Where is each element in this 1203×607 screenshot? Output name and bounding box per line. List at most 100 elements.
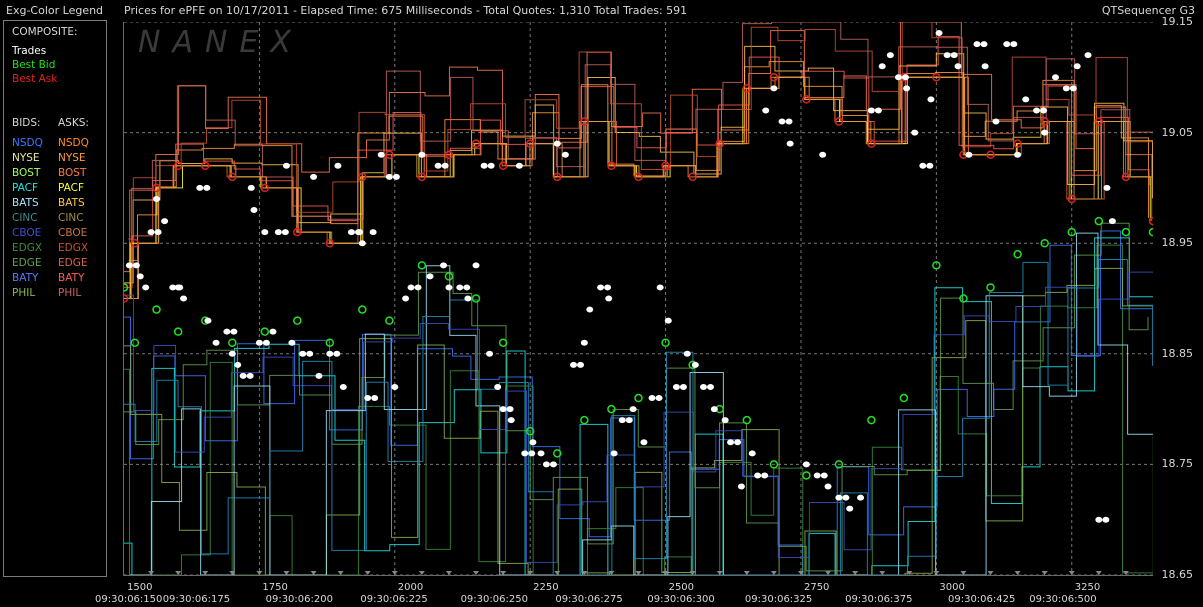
trade-point (954, 63, 962, 70)
best-bid-marker (228, 338, 237, 347)
best-ask-marker (325, 238, 335, 248)
x-minor-tick (797, 571, 804, 575)
trade-point (247, 184, 255, 191)
best-bid-marker (899, 393, 909, 403)
asks-label: ASKS: (58, 117, 89, 129)
best-ask-marker (1040, 117, 1049, 126)
x-minor-tick (1041, 571, 1048, 575)
trade-point (204, 317, 212, 324)
y-tick-label: 19.05 (1161, 125, 1194, 139)
best-ask-marker (580, 117, 589, 126)
legend-ask-bats: BATS (58, 197, 85, 209)
trade-point (282, 162, 290, 169)
bid-quote-line-7 (124, 259, 1153, 575)
best-ask-marker (293, 227, 302, 237)
trade-point (754, 472, 762, 479)
trade-point (333, 350, 341, 357)
trade-point (358, 240, 366, 247)
trade-point (269, 328, 277, 335)
best-ask-marker (1148, 216, 1153, 226)
legend-ask-bost: BOST (58, 167, 87, 179)
x-tick-label: 2750 (803, 582, 830, 593)
best-ask-marker (498, 161, 508, 171)
chart-title: Prices for ePFE on 10/17/2011 - Elapsed … (124, 4, 688, 17)
trade-point (347, 229, 355, 236)
x-minor-tick (1068, 571, 1075, 575)
trade-point (402, 295, 410, 302)
trade-point (234, 361, 242, 368)
trade-point (935, 30, 943, 37)
trade-point (414, 284, 422, 291)
trade-point (136, 273, 144, 280)
trade-point (385, 173, 393, 180)
x-minor-tick (689, 571, 696, 575)
best-ask-marker (173, 161, 183, 171)
trade-point (570, 361, 578, 368)
x-minor-tick (987, 571, 994, 575)
trade-point (542, 461, 550, 468)
best-ask-marker (260, 183, 270, 193)
trade-point (223, 328, 231, 335)
best-ask-marker (688, 172, 697, 182)
trade-point (142, 284, 150, 291)
exchange-color-legend: COMPOSITE: Trades Best Bid Best Ask BIDS… (3, 20, 107, 577)
trade-point (778, 118, 786, 125)
trade-point (610, 450, 618, 457)
trade-point (874, 107, 882, 114)
best-ask-marker (769, 73, 779, 82)
ask-quote-line-1 (128, 61, 1149, 261)
trade-point (441, 162, 449, 169)
best-bid-marker (260, 327, 270, 336)
legend-bid-phil: PHIL (12, 287, 36, 299)
trade-point (407, 284, 415, 291)
best-ask-marker (986, 150, 995, 159)
trade-point (577, 361, 585, 368)
x-minor-tick (608, 571, 615, 575)
trade-point (926, 162, 934, 169)
trade-point (1003, 41, 1011, 48)
trade-point (480, 162, 488, 169)
trade-point (529, 439, 537, 446)
trade-point (664, 317, 672, 324)
x-minor-tick (879, 571, 886, 575)
trade-point (528, 450, 536, 457)
time-tick-label: 09:30:06:500 (1029, 594, 1097, 605)
ask-quote-line-8 (125, 22, 1153, 299)
trade-point (174, 284, 182, 291)
legend-ask-nsdq: NSDQ (58, 137, 89, 149)
best-bid-marker (385, 316, 394, 325)
x-minor-tick (527, 571, 534, 575)
trade-point (494, 383, 502, 390)
best-ask-marker (471, 139, 481, 148)
bid-quote-line-2 (124, 244, 1153, 575)
trade-point (648, 395, 656, 402)
ask-quote-line-5 (128, 22, 1153, 240)
trade-point (911, 129, 919, 136)
best-ask-marker (742, 84, 752, 93)
x-minor-tick (229, 571, 236, 575)
trade-point (549, 461, 557, 468)
trade-point (392, 173, 400, 180)
trade-point (125, 262, 133, 269)
trade-point (472, 262, 480, 269)
best-bid-marker (607, 404, 616, 414)
trade-point (334, 162, 342, 169)
best-bid-marker (1121, 227, 1131, 237)
trade-point (1062, 85, 1070, 92)
best-bid-marker (325, 338, 335, 347)
x-tick-label: 2000 (397, 582, 424, 593)
time-tick-label: 09:30:06:275 (555, 594, 623, 605)
trade-point (761, 472, 769, 479)
trade-point (748, 450, 756, 457)
trade-point (180, 295, 188, 302)
trade-point (507, 417, 515, 424)
x-minor-tick (581, 571, 588, 575)
trade-point (943, 52, 951, 59)
best-ask-marker (1067, 194, 1077, 204)
trade-point (950, 52, 958, 59)
trade-point (364, 395, 372, 402)
legend-bid-pacf: PACF (12, 182, 39, 194)
trade-point (239, 372, 247, 379)
time-tick-label: 09:30:06:250 (460, 594, 528, 605)
x-minor-tick (743, 571, 750, 575)
